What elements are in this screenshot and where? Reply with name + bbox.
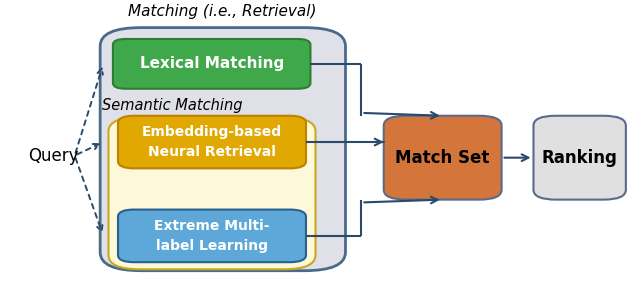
Text: Match Set: Match Set — [396, 149, 490, 167]
Text: Query: Query — [28, 147, 79, 165]
Text: Semantic Matching: Semantic Matching — [102, 98, 243, 113]
Text: Embedding-based
Neural Retrieval: Embedding-based Neural Retrieval — [142, 125, 282, 159]
FancyBboxPatch shape — [118, 116, 306, 168]
Text: Extreme Multi-
label Learning: Extreme Multi- label Learning — [154, 219, 269, 253]
Text: Ranking: Ranking — [541, 149, 618, 167]
FancyBboxPatch shape — [534, 116, 626, 200]
FancyBboxPatch shape — [108, 117, 316, 269]
Text: Matching (i.e., Retrieval): Matching (i.e., Retrieval) — [128, 4, 317, 19]
FancyBboxPatch shape — [100, 28, 346, 271]
FancyBboxPatch shape — [118, 210, 306, 262]
FancyBboxPatch shape — [113, 39, 310, 89]
FancyBboxPatch shape — [384, 116, 502, 200]
Text: Lexical Matching: Lexical Matching — [140, 56, 284, 71]
